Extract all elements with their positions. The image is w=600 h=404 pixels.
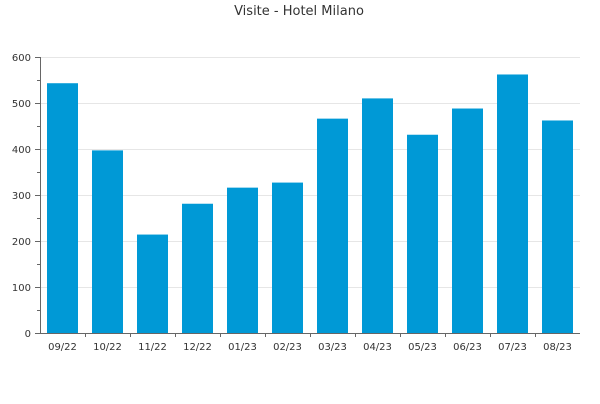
y-tick-label: 100 [12, 283, 31, 294]
y-tick-label: 600 [12, 53, 31, 64]
x-tick-label: 12/22 [183, 342, 212, 353]
chart-title: Visite - Hotel Milano [234, 4, 364, 19]
bar [317, 118, 348, 333]
bar [497, 74, 528, 333]
x-tick-label: 03/23 [318, 342, 347, 353]
bar [137, 234, 168, 333]
y-tick-label: 400 [12, 145, 31, 156]
bars [47, 74, 573, 334]
x-tick-label: 02/23 [273, 342, 302, 353]
x-tick-label: 07/23 [498, 342, 527, 353]
grid-lines [40, 57, 580, 288]
x-tick-label: 06/23 [453, 342, 482, 353]
y-tick-label: 200 [12, 237, 31, 248]
x-tick-label: 11/22 [138, 342, 167, 353]
bar [452, 108, 483, 334]
x-tick-label: 04/23 [363, 342, 392, 353]
x-tick-label: 05/23 [408, 342, 437, 353]
x-tick-label: 09/22 [48, 342, 77, 353]
bar [47, 83, 78, 333]
x-tick-labels: 09/22 10/22 11/22 12/22 01/23 02/23 03/23 04/23… [48, 342, 572, 353]
y-tick-labels: 0 100 200 300 400 500 600 [12, 53, 31, 340]
bar [272, 182, 303, 333]
bar [362, 98, 393, 334]
y-tick-label: 0 [25, 329, 31, 340]
x-tick-label: 10/22 [93, 342, 122, 353]
bar [182, 203, 213, 333]
bar [407, 134, 438, 333]
axes [35, 57, 580, 337]
bar [227, 187, 258, 333]
x-tick-label: 08/23 [543, 342, 572, 353]
bar [92, 150, 123, 333]
bar [542, 120, 573, 333]
y-tick-label: 500 [12, 99, 31, 110]
y-tick-label: 300 [12, 191, 31, 202]
x-tick-label: 01/23 [228, 342, 257, 353]
